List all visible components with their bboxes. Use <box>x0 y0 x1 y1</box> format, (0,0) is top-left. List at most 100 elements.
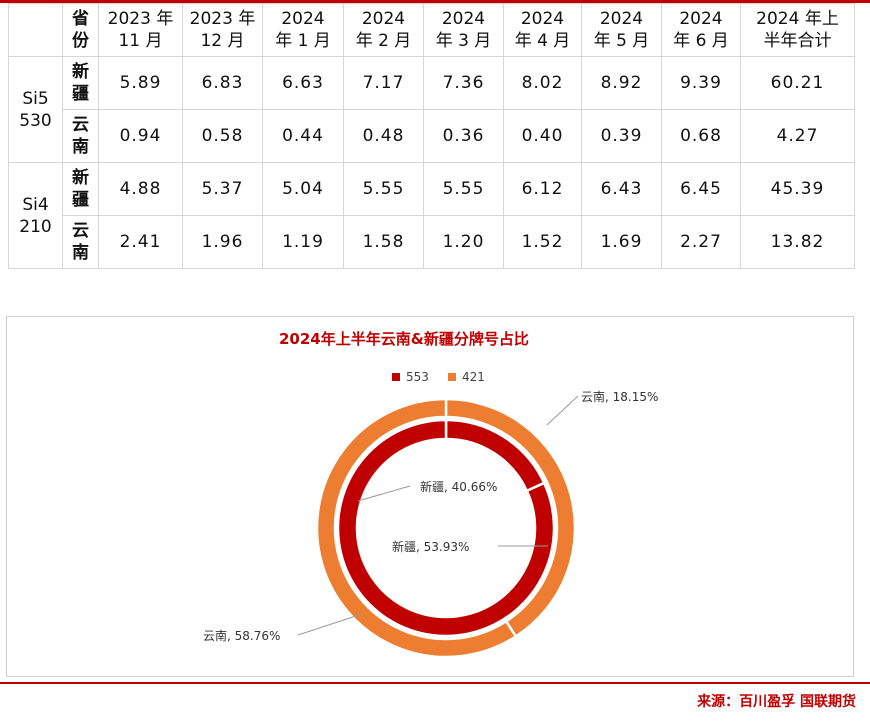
value-cell: 0.40 <box>503 109 582 163</box>
legend-swatch <box>392 373 400 381</box>
header-line-2: 半年合计 <box>763 31 832 51</box>
value-cell: 5.04 <box>262 162 344 216</box>
legend-label: 553 <box>406 370 429 384</box>
value-cell: 4.27 <box>740 109 855 163</box>
header-cell <box>8 3 63 57</box>
province-line-2: 疆 <box>72 190 89 210</box>
slice-421-云南 <box>315 397 518 659</box>
header-line-1: 2024 <box>281 9 325 29</box>
header-line-2: 份 <box>72 31 89 51</box>
value-cell: 4.88 <box>98 162 183 216</box>
province-line-1: 云 <box>72 221 89 241</box>
legend-label: 421 <box>462 370 485 384</box>
value-cell: 5.55 <box>343 162 424 216</box>
value-cell: 0.48 <box>343 109 424 163</box>
province-line-1: 新 <box>72 62 89 82</box>
value-cell: 0.39 <box>581 109 662 163</box>
province-line-1: 新 <box>72 168 89 188</box>
header-cell: 2024 年上 半年合计 <box>740 3 855 57</box>
price-table: 省份 2023 年 11 月 2023 年 12 月 2024 年 1 月 2024 年 2 月… <box>8 3 855 269</box>
province-line-2: 南 <box>72 137 89 157</box>
province-cell: 云南 <box>62 215 99 269</box>
brand-line-2: 210 <box>19 216 52 237</box>
data-label: 新疆, 53.93% <box>392 539 469 554</box>
value-cell: 6.63 <box>262 56 344 110</box>
province-line-2: 疆 <box>72 84 89 104</box>
chart-panel: 2024年上半年云南&新疆分牌号占比 553 421 云南, 18.15% 新疆, … <box>6 316 854 677</box>
value-cell: 0.44 <box>262 109 344 163</box>
value-cell: 1.52 <box>503 215 582 269</box>
data-label: 云南, 18.15% <box>581 389 658 404</box>
source-note: 来源：百川盈孚 国联期货 <box>697 694 856 710</box>
value-cell: 5.55 <box>423 162 504 216</box>
value-cell: 9.39 <box>661 56 741 110</box>
data-label: 云南, 58.76% <box>203 628 280 643</box>
value-cell: 0.68 <box>661 109 741 163</box>
header-line-2: 12 月 <box>200 31 245 51</box>
table-row: 云南 0.94 0.58 0.44 0.48 0.36 0.40 0.39 0.68 4.27 <box>9 109 855 163</box>
chart-labels: 云南, 18.15% 新疆, 40.66% 新疆, 53.93% 云南, 58.76% <box>203 389 658 643</box>
slice-553-新疆 <box>336 418 556 638</box>
value-cell: 5.89 <box>98 56 183 110</box>
brand-cell: Si5 530 <box>8 56 63 163</box>
value-cell: 45.39 <box>740 162 855 216</box>
header-line-2: 年 4 月 <box>514 31 571 51</box>
value-cell: 2.41 <box>98 215 183 269</box>
header-line-2: 年 5 月 <box>593 31 650 51</box>
doughnut-chart: 2024年上半年云南&新疆分牌号占比 553 421 云南, 18.15% 新疆, … <box>203 330 658 659</box>
value-cell: 6.43 <box>581 162 662 216</box>
header-line-2: 年 1 月 <box>275 31 331 51</box>
header-cell: 2024 年 4 月 <box>503 3 582 57</box>
header-line-1: 2023 年 <box>107 9 174 29</box>
brand-line-1: Si4 <box>22 194 49 215</box>
header-cell: 省份 <box>62 3 99 57</box>
header-cell: 2024 年 5 月 <box>581 3 662 57</box>
header-cell: 2024 年 6 月 <box>661 3 741 57</box>
value-cell: 1.19 <box>262 215 344 269</box>
table-row: Si5 530 新疆 5.89 6.83 6.63 7.17 7.36 8.02 8.92 9.39… <box>8 56 855 163</box>
brand-line-1: Si5 <box>22 88 49 109</box>
bottom-rule <box>0 682 870 684</box>
value-cell: 0.58 <box>182 109 263 163</box>
value-cell: 0.36 <box>423 109 504 163</box>
value-cell: 6.83 <box>182 56 263 110</box>
value-cell: 8.02 <box>503 56 582 110</box>
value-cell: 6.12 <box>503 162 582 216</box>
header-line-2: 11 月 <box>118 31 163 51</box>
chart-title: 2024年上半年云南&新疆分牌号占比 <box>279 330 529 348</box>
leader-line <box>546 395 579 426</box>
value-cell: 5.37 <box>182 162 263 216</box>
table-row: Si4 210 新疆 4.88 5.37 5.04 5.55 5.55 6.12 6.43 6.45… <box>8 162 855 269</box>
value-cell: 8.92 <box>581 56 662 110</box>
value-cell: 6.45 <box>661 162 741 216</box>
header-line-1: 2024 <box>679 9 723 29</box>
top-rule <box>0 0 870 3</box>
header-cell: 2024 年 1 月 <box>262 3 344 57</box>
province-cell: 新疆 <box>62 56 99 110</box>
value-cell: 1.96 <box>182 215 263 269</box>
brand-line-2: 530 <box>19 110 52 131</box>
table-header-row: 省份 2023 年 11 月 2023 年 12 月 2024 年 1 月 2024 年 2 月… <box>8 3 855 57</box>
header-cell: 2023 年 12 月 <box>182 3 263 57</box>
data-label: 新疆, 40.66% <box>420 479 497 494</box>
value-cell: 13.82 <box>740 215 855 269</box>
province-cell: 新疆 <box>62 162 99 216</box>
header-line-1: 2024 <box>520 9 565 29</box>
value-cell: 1.69 <box>581 215 662 269</box>
value-cell: 60.21 <box>740 56 855 110</box>
table-body: Si5 530 新疆 5.89 6.83 6.63 7.17 7.36 8.02 8.92 9.39… <box>8 56 855 269</box>
chart-rings <box>315 397 577 659</box>
brand-cell: Si4 210 <box>8 162 63 269</box>
header-line-1: 2024 <box>361 9 406 29</box>
leader-line <box>357 485 411 502</box>
table-row: 云南 2.41 1.96 1.19 1.58 1.20 1.52 1.69 2.27 13.82 <box>9 215 855 269</box>
value-cell: 1.20 <box>423 215 504 269</box>
legend-swatch <box>448 373 456 381</box>
value-cell: 1.58 <box>343 215 424 269</box>
header-cell: 2023 年 11 月 <box>98 3 183 57</box>
header-line-2: 年 2 月 <box>355 31 412 51</box>
header-line-1: 2024 <box>599 9 644 29</box>
province-cell: 云南 <box>62 109 99 163</box>
header-line-1: 2023 年 <box>189 9 256 29</box>
leader-line <box>297 613 363 636</box>
